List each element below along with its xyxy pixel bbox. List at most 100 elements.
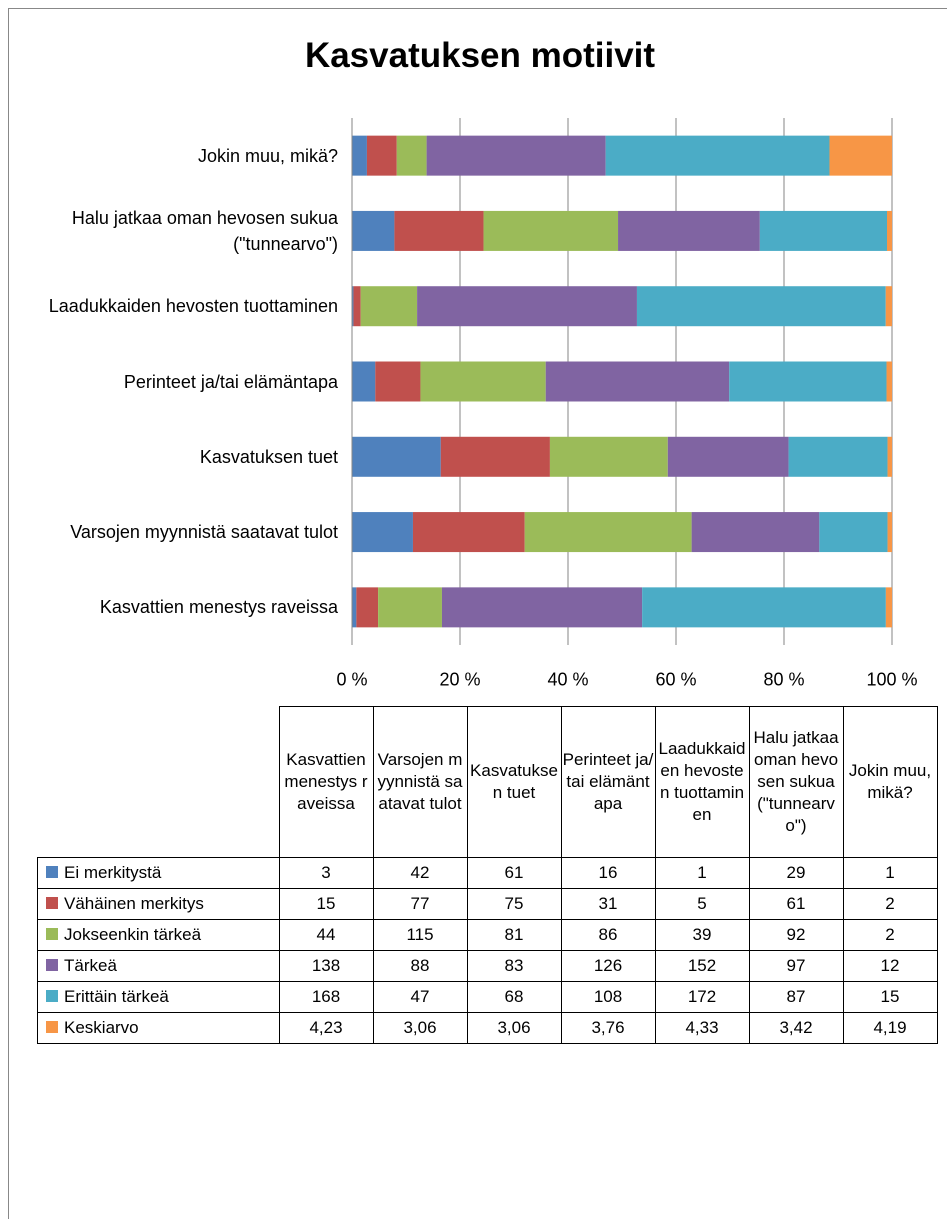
table-cell: 75 (466, 888, 562, 920)
legend-label: Keskiarvo (64, 1018, 139, 1037)
table-cell: 61 (466, 857, 562, 889)
legend-key (46, 990, 58, 1002)
table-cell: 31 (560, 888, 656, 920)
x-tick-label: 40 % (547, 669, 589, 690)
legend-cell: Tärkeä (37, 950, 280, 982)
table-header-row: Kasvattien menestys raveissa Varsojen myy… (38, 706, 938, 858)
bar-segment (524, 512, 692, 553)
table-header: Laadukkaiden hevosten tuottaminen (654, 706, 750, 858)
bar-segment (887, 436, 892, 477)
legend-key (46, 866, 58, 878)
table-cell: 47 (372, 981, 468, 1013)
bar-segment (417, 286, 637, 327)
legend-key (46, 959, 58, 971)
legend-cell: Keskiarvo (37, 1012, 280, 1044)
x-tick-label: 20 % (439, 669, 481, 690)
table-cell: 1 (654, 857, 750, 889)
bar-segment (483, 210, 619, 251)
table-cell: 12 (842, 950, 938, 982)
bar-segment (352, 587, 357, 628)
table-row: Ei merkitystä 3 42 61 16 1 29 1 (37, 857, 938, 889)
table-cell: 29 (748, 857, 844, 889)
bar-segment (788, 436, 888, 477)
bar-segment (378, 587, 442, 628)
legend-cell: Ei merkitystä (37, 857, 280, 889)
table-header: Perinteet ja/tai elämäntapa (560, 706, 656, 858)
table-cell: 1 (842, 857, 938, 889)
table-header: Kasvattien menestys raveissa (278, 706, 374, 858)
table-cell: 3,06 (372, 1012, 468, 1044)
legend-key (46, 897, 58, 909)
bar-segment (691, 512, 820, 553)
bar-segment (352, 361, 376, 402)
x-tick-label: 0 % (336, 669, 368, 690)
table-cell: 44 (278, 919, 374, 951)
table-cell: 77 (372, 888, 468, 920)
y-tick-label: Jokin muu, mikä? (197, 145, 338, 166)
bar-segment (394, 210, 484, 251)
bar-segment (426, 135, 606, 176)
table-row: Erittäin tärkeä 168 47 68 108 172 87 15 (37, 981, 938, 1013)
bar-segment (353, 286, 361, 327)
table-header: Kasvatuksen tuet (466, 706, 562, 858)
bar-segment (396, 135, 427, 176)
x-tick-label: 100 % (866, 669, 918, 690)
table-cell: 42 (372, 857, 468, 889)
table-cell: 172 (654, 981, 750, 1013)
bar-segment (887, 512, 892, 553)
legend-cell: Jokseenkin tärkeä (37, 919, 280, 951)
bar-segment (549, 436, 668, 477)
bar-segment (642, 587, 886, 628)
chart-title: Kasvatuksen motiivit (304, 36, 656, 75)
bar-segment (618, 210, 760, 251)
table-cell: 61 (748, 888, 844, 920)
table-cell: 81 (466, 919, 562, 951)
x-tick-label: 60 % (655, 669, 697, 690)
legend-key (46, 928, 58, 940)
bar-segment (819, 512, 888, 553)
bar-segment (412, 512, 525, 553)
y-tick-label: Laadukkaiden hevosten tuottaminen (48, 296, 338, 317)
bar-segment (366, 135, 397, 176)
bar-segment (667, 436, 789, 477)
legend-label: Jokseenkin tärkeä (64, 925, 202, 944)
table-cell: 83 (466, 950, 562, 982)
table-cell: 87 (748, 981, 844, 1013)
bar-segment (729, 361, 887, 402)
bar-segment (352, 135, 367, 176)
table-header: Varsojen myynnistä saatavat tulot (372, 706, 468, 858)
bar-segment (352, 436, 441, 477)
legend-label: Erittäin tärkeä (64, 987, 169, 1006)
y-tick-label: Halu jatkaa oman hevosen sukua ("tunnear… (71, 207, 338, 254)
table-cell: 168 (278, 981, 374, 1013)
table-cell: 4,19 (842, 1012, 938, 1044)
table-cell: 68 (466, 981, 562, 1013)
bar-segment (885, 286, 892, 327)
bar-segment (887, 210, 892, 251)
legend-label: Tärkeä (64, 956, 117, 975)
y-tick-label: Varsojen myynnistä saatavat tulot (70, 522, 338, 543)
table-cell: 2 (842, 919, 938, 951)
table-row: Jokseenkin tärkeä 44 115 81 86 39 92 2 (37, 919, 938, 951)
table-cell: 4,33 (654, 1012, 750, 1044)
bar-segment (886, 361, 892, 402)
data-table: Kasvattien menestys raveissa Varsojen myy… (37, 706, 938, 1044)
bar-segment (829, 135, 892, 176)
legend-label: Ei merkitystä (64, 863, 162, 882)
bar-segment (352, 210, 395, 251)
table-row: Vähäinen merkitys 15 77 75 31 5 61 2 (37, 888, 938, 920)
bar-segment (605, 135, 830, 176)
table-cell: 15 (842, 981, 938, 1013)
y-tick-label: Kasvatuksen tuet (199, 446, 338, 467)
bar-segment (360, 286, 418, 327)
table-cell: 16 (560, 857, 656, 889)
bar-segment (440, 436, 550, 477)
table-cell: 138 (278, 950, 374, 982)
bar-segment (885, 587, 892, 628)
table-cell: 115 (372, 919, 468, 951)
legend-label: Vähäinen merkitys (64, 894, 204, 913)
table-cell: 86 (560, 919, 656, 951)
bar-segment (375, 361, 421, 402)
